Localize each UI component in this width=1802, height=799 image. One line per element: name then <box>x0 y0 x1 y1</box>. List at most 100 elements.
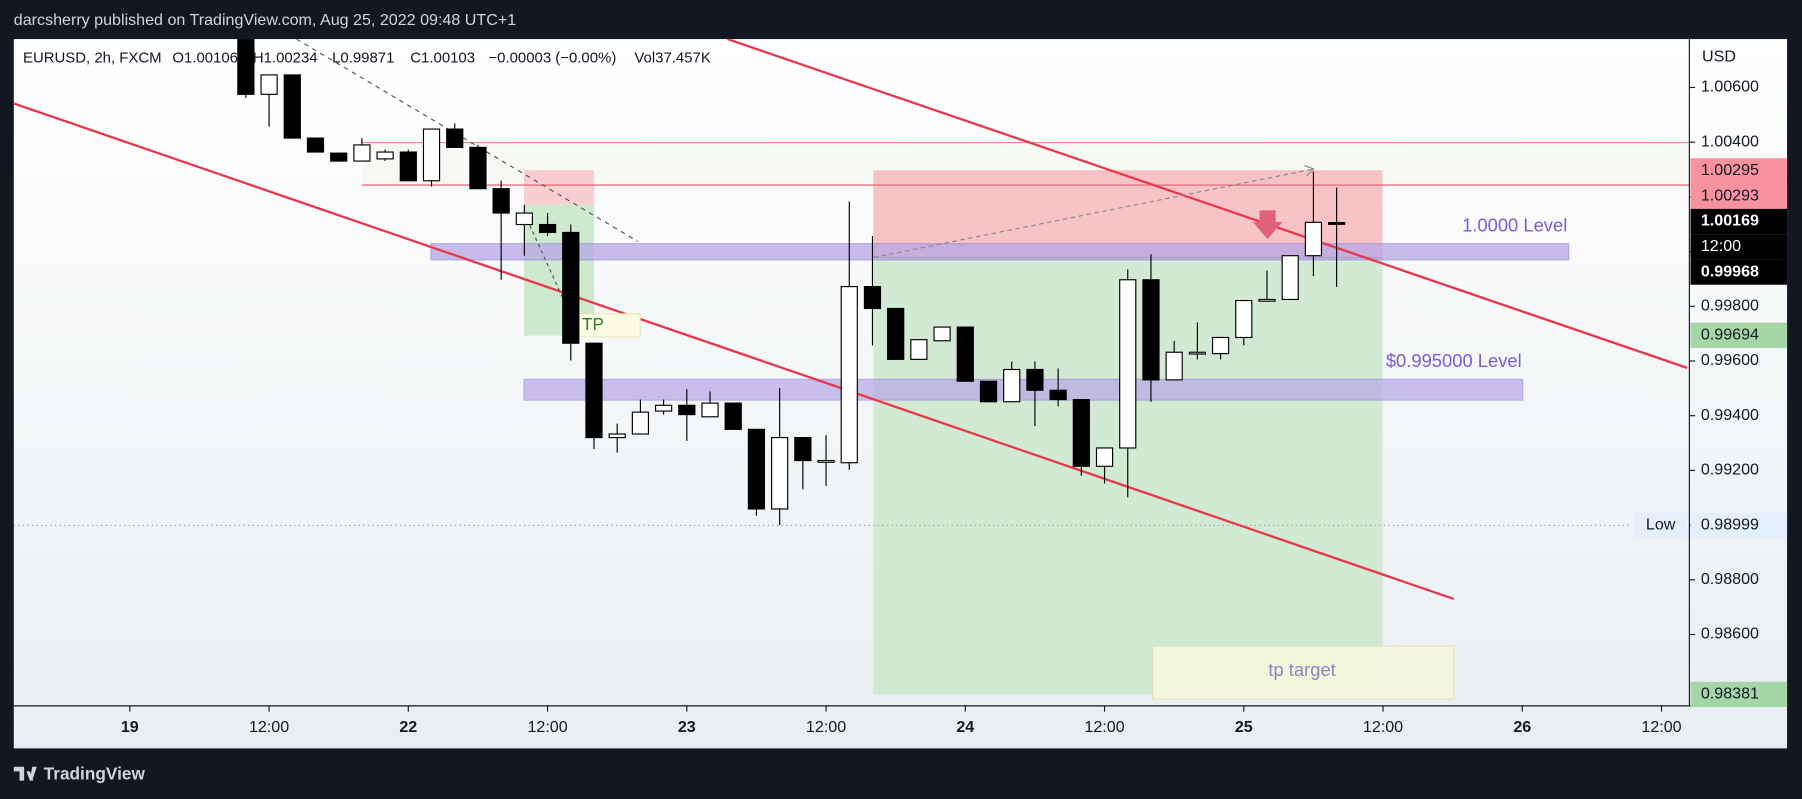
candle-body <box>863 286 882 310</box>
candle-body <box>1072 398 1090 467</box>
y-tick-label: 0.99200 <box>1701 461 1759 479</box>
x-tick-label: 12:00 <box>1363 718 1403 736</box>
x-tick-label: 26 <box>1513 718 1531 736</box>
candle-body <box>562 231 580 344</box>
candle-body <box>1026 368 1044 391</box>
x-tick-label: 12:00 <box>527 718 567 736</box>
small-stop-zone <box>524 170 595 205</box>
candle-body <box>422 128 441 182</box>
y-tick-label: 0.99800 <box>1701 297 1759 315</box>
candle-body <box>817 459 835 463</box>
trend-line <box>13 102 1455 601</box>
candle-body <box>887 307 905 360</box>
candle-body <box>492 188 510 214</box>
down-arrow <box>1252 210 1283 240</box>
x-tick-label: 12:00 <box>1084 718 1124 736</box>
candle-body <box>631 411 650 435</box>
brand-logo <box>13 766 37 781</box>
price-tag-label: 1.00295 <box>1701 161 1759 179</box>
candle-body <box>654 404 673 412</box>
price-tags: 1.00295 1.00293 1.00169 12:00 0.99968 0.99694… <box>1634 158 1788 708</box>
price-tag-label: 1.00293 <box>1701 186 1759 204</box>
level-band <box>430 243 1570 261</box>
legend-high: H1.00234 <box>253 50 318 67</box>
legend-low: L0.99871 <box>332 50 394 67</box>
y-tick-label: 0.98800 <box>1701 570 1759 588</box>
y-tick-label: 1.00600 <box>1701 78 1759 96</box>
x-tick-label: 24 <box>956 718 974 736</box>
legend-close: C1.00103 <box>410 50 475 67</box>
x-tick-label: 12:00 <box>1641 718 1681 736</box>
low-tag <box>1634 512 1688 539</box>
x-tick-label: 22 <box>399 718 417 736</box>
candle-body <box>1304 221 1323 257</box>
price-tag <box>1690 183 1788 209</box>
y-tick-label: 1.00400 <box>1701 132 1759 150</box>
candle-body <box>446 128 464 148</box>
level-label: $0.995000 Level <box>1386 350 1522 371</box>
candle-body <box>724 402 742 430</box>
x-tick-label: 25 <box>1235 718 1253 736</box>
low-label: Low <box>1646 516 1676 534</box>
price-tag-label: 1.00169 <box>1701 212 1759 230</box>
candle-body <box>330 152 348 162</box>
arrow-head <box>1304 165 1315 177</box>
tp-target-label: tp target <box>1268 659 1335 680</box>
candle-body <box>1165 351 1183 381</box>
legend-volume: Vol37.457K <box>634 50 710 67</box>
candle-body <box>237 39 255 95</box>
countdown: 12:00 <box>1701 237 1741 255</box>
dashed-line <box>296 39 639 242</box>
candle-body <box>1095 447 1114 467</box>
price-tag <box>1690 208 1788 235</box>
candle-body <box>840 286 858 464</box>
candle-body <box>1235 299 1253 339</box>
brand: TradingView <box>13 763 146 783</box>
candle-body <box>399 151 417 182</box>
x-tick-label: 23 <box>678 718 696 736</box>
y-tick-label: 0.99600 <box>1701 351 1759 369</box>
tp-label: TP <box>582 314 604 334</box>
candle-body <box>1258 298 1276 302</box>
candle-body <box>910 339 928 360</box>
candle-body <box>1188 351 1206 355</box>
level-band <box>523 378 1524 401</box>
candle-body <box>979 380 998 403</box>
price-tag <box>1690 512 1788 539</box>
brand-name: TradingView <box>44 763 146 783</box>
candle-body <box>1142 279 1160 381</box>
level-label: 1.0000 Level <box>1462 214 1567 235</box>
candle-body <box>585 342 603 439</box>
price-tag <box>1690 259 1788 285</box>
candle-body <box>956 326 974 382</box>
plot <box>13 39 1690 700</box>
price-tag-label: 0.99968 <box>1701 262 1759 280</box>
legend-open: O1.00106 <box>172 50 238 67</box>
candles <box>237 39 1346 526</box>
candle-body <box>260 74 278 95</box>
x-tick-label: 12:00 <box>249 718 289 736</box>
axes: 0.986000.988000.990000.992000.994000.996… <box>121 78 1759 736</box>
candle-body <box>1328 222 1346 225</box>
legend-symbol: EURUSD, 2h, FXCM <box>23 50 162 67</box>
candle-body <box>1049 389 1067 401</box>
candle-body <box>1003 368 1021 403</box>
candle-body <box>933 326 951 342</box>
x-tick-label: 12:00 <box>806 718 846 736</box>
price-tag-label: 0.98381 <box>1701 685 1759 703</box>
countdown-tag <box>1690 234 1788 260</box>
dashed-line <box>873 168 1314 259</box>
candle-body <box>608 433 626 439</box>
publisher: darcsherry published on TradingView.com,… <box>14 11 516 29</box>
candle-body <box>794 437 812 462</box>
candle-body <box>1281 255 1299 301</box>
tp-target-box <box>1152 645 1455 700</box>
candle-body <box>515 212 533 226</box>
candle-body <box>353 144 371 162</box>
candle-body <box>747 428 766 510</box>
candle-body <box>771 437 789 510</box>
y-tick-label: 0.99400 <box>1701 406 1759 424</box>
price-tag <box>1690 322 1788 348</box>
price-tag-label: 0.98999 <box>1701 516 1759 534</box>
